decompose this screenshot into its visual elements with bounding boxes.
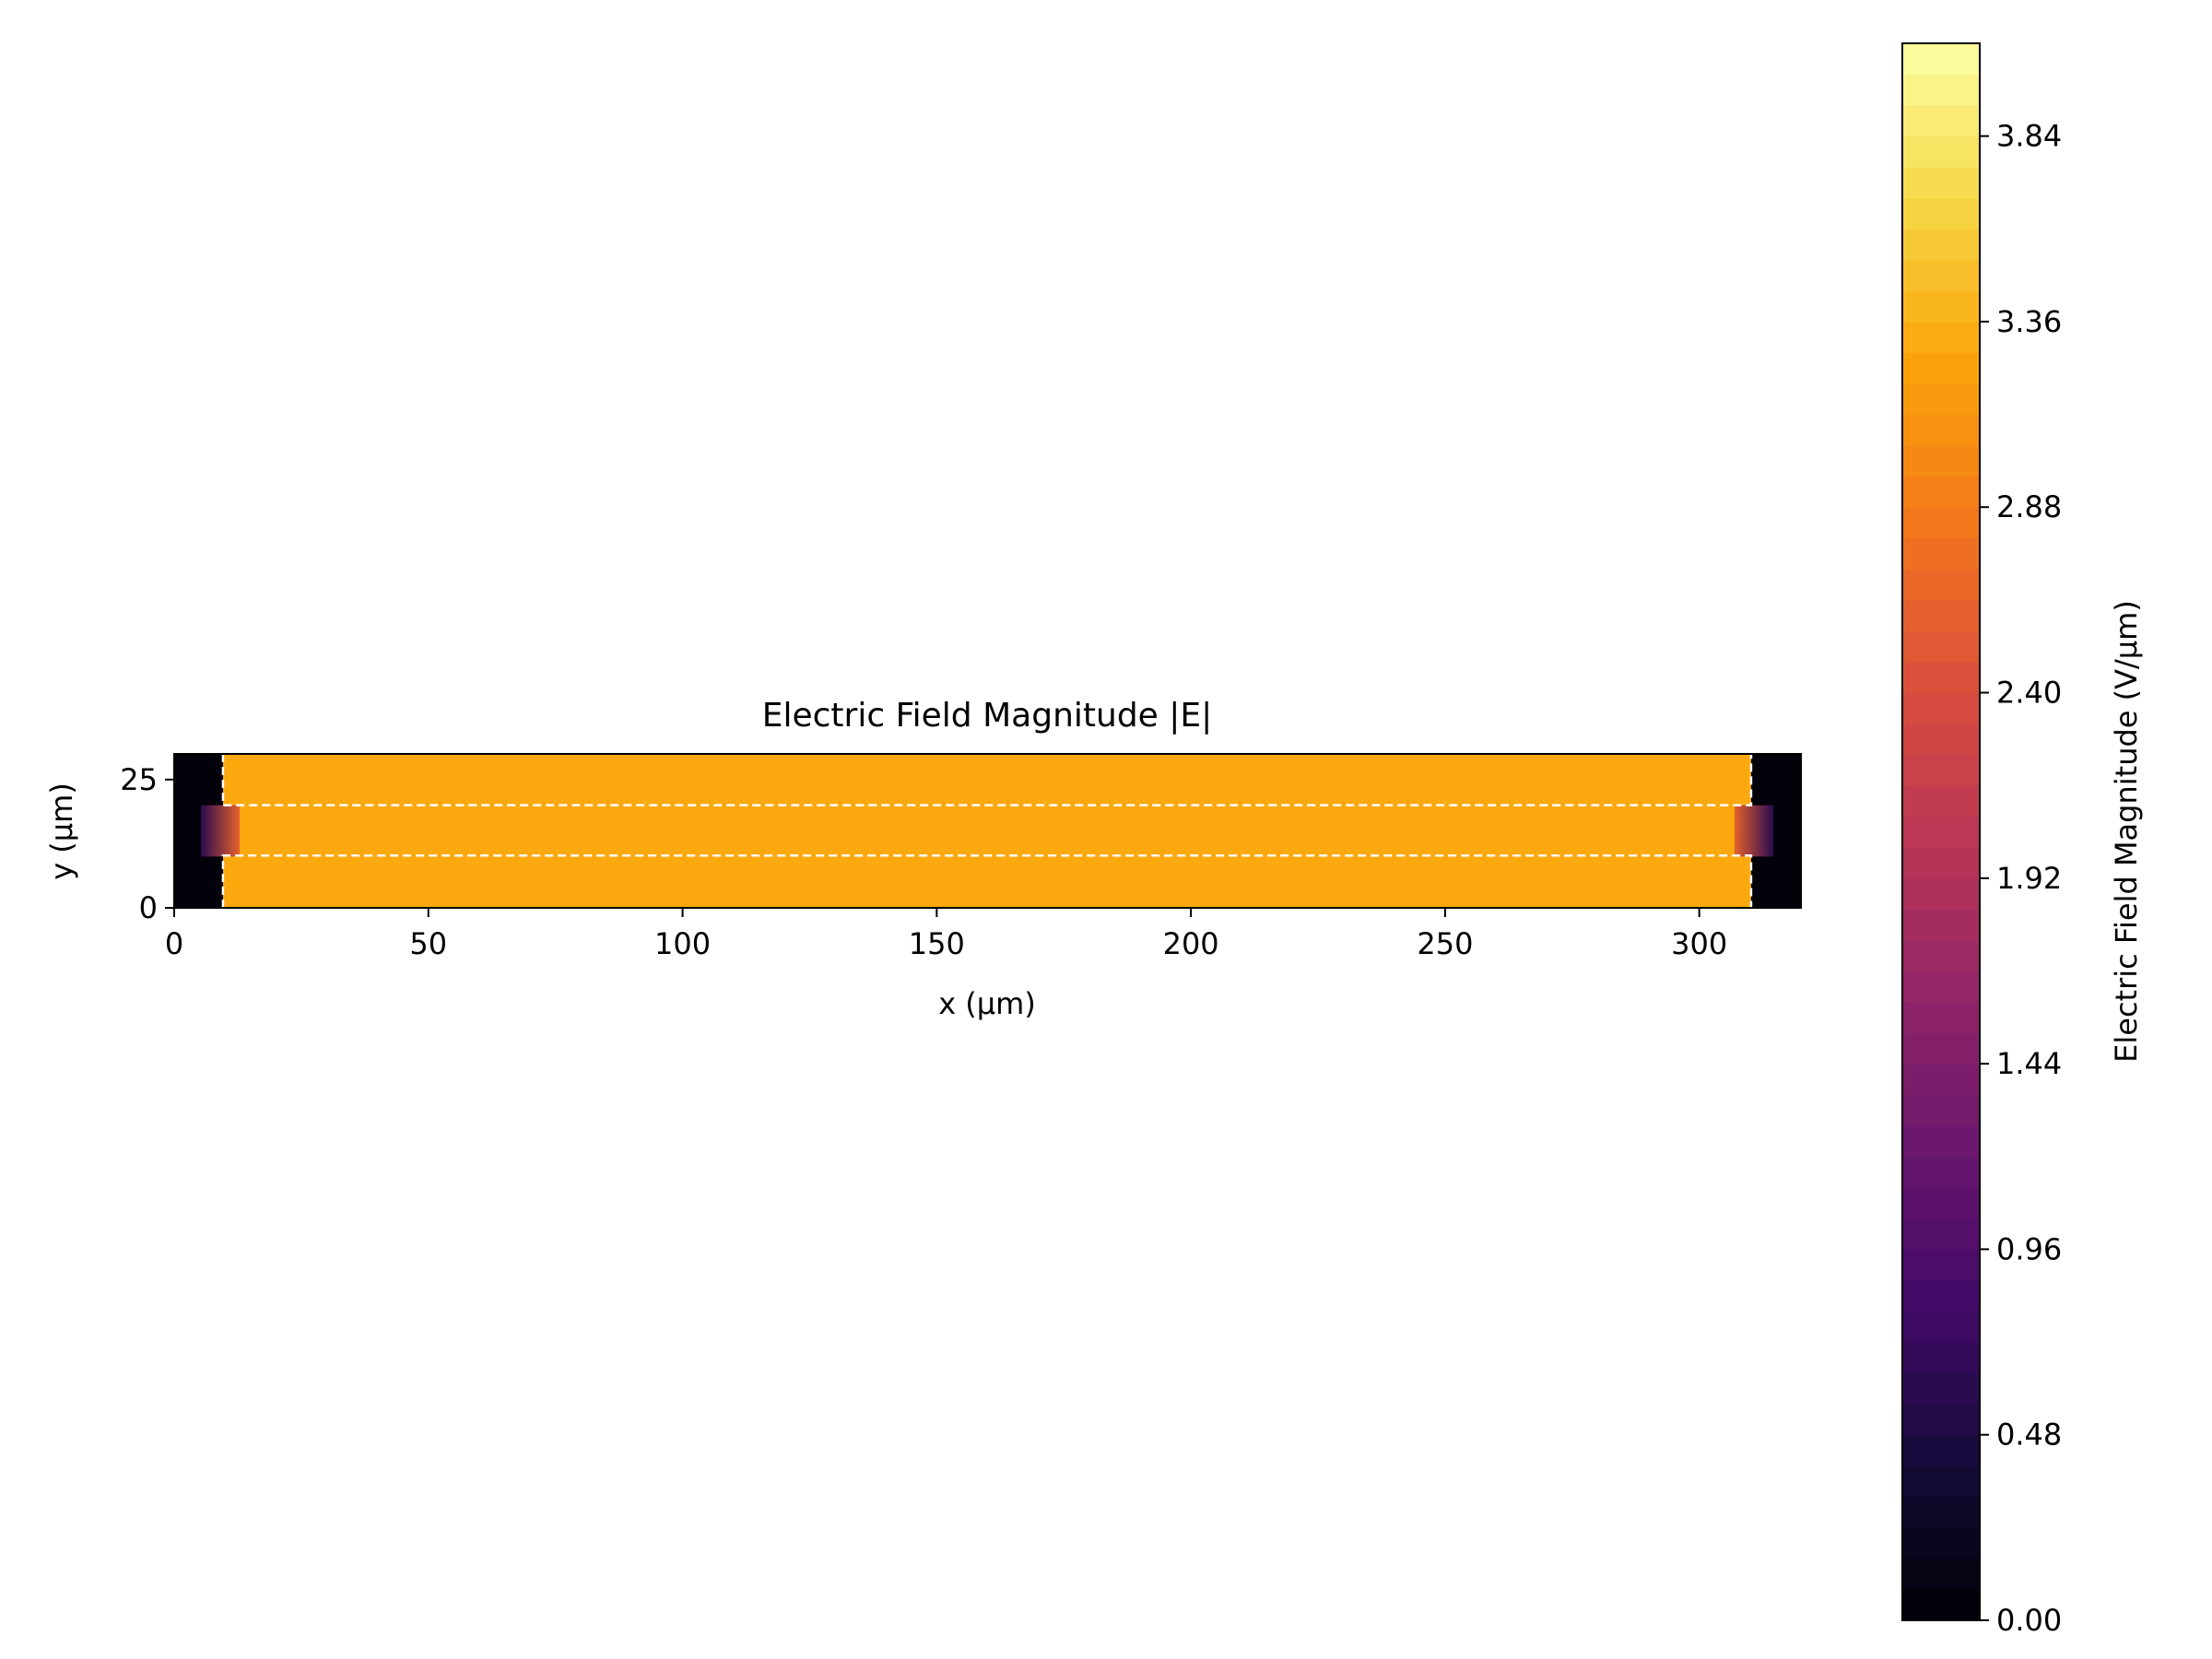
- colorbar-band: [1902, 785, 1980, 818]
- x-tick-label: 50: [409, 926, 447, 961]
- y-tick-label: 0: [139, 890, 158, 925]
- colorbar-band: [1902, 74, 1980, 106]
- colorbar-band: [1902, 1558, 1980, 1591]
- plot-area: [174, 754, 1801, 908]
- colorbar-band: [1902, 352, 1980, 384]
- colorbar-bands: [1902, 43, 1980, 1621]
- colorbar-tick-label: 1.92: [1996, 861, 2062, 896]
- colorbar: 0.00 0.48 0.96 1.44 1.92 2.40 2.88 3.36 3.84 Ele…: [1901, 42, 2144, 1638]
- colorbar-band: [1902, 1064, 1980, 1096]
- colorbar-tick-label: 2.88: [1996, 489, 2062, 524]
- y-axis-ticks: 0 25: [120, 762, 174, 925]
- colorbar-band: [1902, 630, 1980, 663]
- y-tick-label: 25: [120, 762, 158, 797]
- x-tick-label: 200: [1163, 926, 1219, 961]
- colorbar-band: [1902, 445, 1980, 477]
- x-tick-label: 300: [1671, 926, 1727, 961]
- colorbar-band: [1902, 1279, 1980, 1312]
- colorbar-band: [1902, 599, 1980, 632]
- colorbar-band: [1902, 383, 1980, 416]
- colorbar-band: [1902, 43, 1980, 76]
- colorbar-band: [1902, 1342, 1980, 1374]
- colorbar-band: [1902, 909, 1980, 941]
- colorbar-band: [1902, 197, 1980, 229]
- plot-frame: [173, 753, 1802, 909]
- colorbar-band: [1902, 847, 1980, 879]
- electrode-boundary: [221, 853, 1753, 908]
- colorbar-band: [1902, 321, 1980, 354]
- colorbar-tick-label: 0.00: [1996, 1603, 2062, 1638]
- x-axis-ticks: 0 50 100 150 200 250 300: [165, 908, 1727, 961]
- colorbar-band: [1902, 1372, 1980, 1405]
- colorbar-band: [1902, 1094, 1980, 1126]
- boundary-lines: [221, 754, 1753, 908]
- colorbar-band: [1902, 816, 1980, 848]
- colorbar-band: [1902, 1311, 1980, 1343]
- colorbar-band: [1902, 1002, 1980, 1034]
- colorbar-band: [1902, 661, 1980, 694]
- x-tick-label: 0: [165, 926, 183, 961]
- bulk-field-region: [222, 754, 1751, 908]
- colorbar-band: [1902, 971, 1980, 1003]
- x-tick-label: 250: [1417, 926, 1473, 961]
- colorbar-band: [1902, 1589, 1980, 1621]
- right-edge-hotspot: [1734, 805, 1773, 857]
- colorbar-label: Electric Field Magnitude (V/µm): [2109, 600, 2144, 1063]
- colorbar-ticks: 0.00 0.48 0.96 1.44 1.92 2.40 2.88 3.36 3.84: [1980, 119, 2062, 1638]
- colorbar-band: [1902, 259, 1980, 291]
- colorbar-band: [1902, 1032, 1980, 1065]
- colorbar-frame: [1901, 42, 1981, 1621]
- electrode-boundary: [221, 754, 1753, 806]
- colorbar-band: [1902, 939, 1980, 972]
- colorbar-band: [1902, 692, 1980, 724]
- colorbar-band: [1902, 229, 1980, 261]
- left-edge-hotspot: [200, 805, 240, 857]
- colorbar-band: [1902, 754, 1980, 786]
- x-tick-label: 150: [909, 926, 965, 961]
- colorbar-band: [1902, 1434, 1980, 1466]
- colorbar-tick-label: 1.44: [1996, 1046, 2062, 1081]
- colorbar-tick-label: 3.36: [1996, 304, 2062, 339]
- colorbar-band: [1902, 414, 1980, 446]
- y-axis-label: y (µm): [44, 782, 79, 880]
- colorbar-band: [1902, 537, 1980, 570]
- colorbar-band: [1902, 569, 1980, 601]
- colorbar-band: [1902, 105, 1980, 137]
- colorbar-band: [1902, 724, 1980, 756]
- x-tick-label: 100: [654, 926, 711, 961]
- chart-title: Electric Field Magnitude |E|: [762, 697, 1213, 735]
- colorbar-tick-label: 3.84: [1996, 119, 2062, 154]
- colorbar-band: [1902, 1156, 1980, 1188]
- colorbar-band: [1902, 1496, 1980, 1528]
- colorbar-band: [1902, 167, 1980, 199]
- colorbar-tick-label: 0.48: [1996, 1418, 2062, 1453]
- colorbar-band: [1902, 1249, 1980, 1281]
- colorbar-band: [1902, 1465, 1980, 1498]
- colorbar-band: [1902, 1187, 1980, 1219]
- colorbar-band: [1902, 476, 1980, 508]
- colorbar-band: [1902, 877, 1980, 910]
- colorbar-band: [1902, 1527, 1980, 1559]
- colorbar-band: [1902, 135, 1980, 168]
- colorbar-band: [1902, 1125, 1980, 1158]
- colorbar-tick-label: 2.40: [1996, 676, 2062, 711]
- colorbar-band: [1902, 1218, 1980, 1251]
- colorbar-band: [1902, 290, 1980, 323]
- colorbar-band: [1902, 1404, 1980, 1436]
- colorbar-band: [1902, 507, 1980, 539]
- x-axis-label: x (µm): [938, 986, 1036, 1021]
- colorbar-tick-label: 0.96: [1996, 1231, 2062, 1266]
